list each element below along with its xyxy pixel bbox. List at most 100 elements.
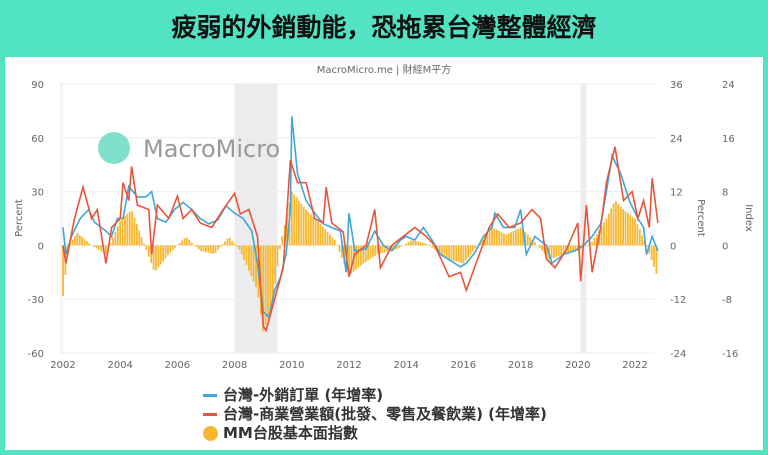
y-axis-label-left: Percent <box>14 199 25 237</box>
bar <box>236 245 238 247</box>
bar <box>524 232 527 246</box>
x-tick: 2008 <box>222 360 247 371</box>
bar <box>562 245 565 255</box>
y-axis-label-right-index: Index <box>743 204 754 232</box>
legend-label: 台灣-商業營業額(批發、零售及餐飲業) (年增率) <box>223 405 547 423</box>
bar <box>572 245 574 252</box>
chart-card <box>5 57 763 450</box>
bar <box>85 241 88 246</box>
bar <box>374 245 377 256</box>
y-tick-right-percent: 24 <box>670 134 683 145</box>
x-tick: 2006 <box>165 360 190 371</box>
bar <box>302 206 305 246</box>
bar <box>567 245 570 254</box>
bar <box>348 245 350 276</box>
bar <box>448 245 450 260</box>
bar <box>159 245 162 265</box>
bar <box>555 245 558 257</box>
bar <box>545 245 548 257</box>
bar <box>498 230 501 246</box>
bar <box>112 237 114 246</box>
bar <box>472 245 474 252</box>
bar <box>610 208 613 246</box>
bar <box>95 245 98 249</box>
bar <box>457 245 460 263</box>
bar <box>624 211 627 246</box>
bar <box>360 245 362 266</box>
legend-item-export-orders[interactable]: 台灣-外銷訂單 (年增率) <box>203 386 547 405</box>
x-tick: 2012 <box>336 360 361 371</box>
bar <box>488 230 491 246</box>
bar <box>245 245 248 266</box>
bar <box>217 245 219 251</box>
bar <box>469 245 472 255</box>
bar <box>450 245 453 261</box>
bar <box>145 245 148 251</box>
bar <box>329 234 331 246</box>
bar <box>174 245 176 248</box>
bar <box>252 245 255 282</box>
y-tick-right-index: -16 <box>722 349 738 360</box>
bar <box>634 218 636 246</box>
bar <box>426 244 429 246</box>
bar <box>224 241 226 246</box>
bar <box>493 228 496 246</box>
bar <box>295 197 298 246</box>
bar <box>97 245 100 250</box>
bar <box>593 238 596 246</box>
bar <box>267 245 269 319</box>
bar <box>255 245 257 288</box>
bar <box>443 245 446 257</box>
bar <box>367 245 369 261</box>
y-tick-right-index: -8 <box>722 295 732 306</box>
bar <box>653 245 655 267</box>
bar <box>557 245 560 256</box>
bar <box>240 245 243 255</box>
bar <box>143 243 145 246</box>
bar <box>636 224 639 246</box>
bar <box>119 220 122 246</box>
legend: 台灣-外銷訂單 (年增率) 台灣-商業營業額(批發、零售及餐飲業) (年增率) … <box>203 386 547 443</box>
bar <box>278 245 281 249</box>
legend-item-commerce-sales[interactable]: 台灣-商業營業額(批發、零售及餐飲業) (年增率) <box>203 405 547 424</box>
bar <box>274 245 277 284</box>
bar <box>412 240 415 246</box>
bar <box>214 245 217 253</box>
bar <box>507 233 510 246</box>
bar <box>162 245 164 262</box>
series-line <box>62 116 659 319</box>
y-tick-left: 60 <box>31 134 44 145</box>
bar <box>197 245 200 250</box>
bar <box>135 224 138 246</box>
bar <box>550 245 553 259</box>
bar <box>250 245 253 277</box>
bar <box>431 245 434 248</box>
bar <box>83 239 86 246</box>
bar <box>441 245 443 255</box>
x-tick: 2010 <box>279 360 304 371</box>
bar <box>138 230 141 246</box>
recession-band <box>60 84 63 353</box>
bar <box>357 245 360 268</box>
bar <box>410 240 412 246</box>
watermark-text: MacroMicro <box>143 135 280 163</box>
bar <box>169 245 172 253</box>
bar <box>133 217 136 246</box>
bar <box>438 245 441 253</box>
bar <box>164 245 167 259</box>
bar <box>243 245 246 260</box>
legend-item-mm-index[interactable]: MM台股基本面指數 <box>203 424 547 443</box>
bar <box>195 245 198 248</box>
bar <box>391 245 393 251</box>
bar <box>147 245 150 257</box>
series-line <box>62 146 659 333</box>
bar <box>124 216 126 246</box>
bar <box>326 231 329 246</box>
bar <box>183 238 186 246</box>
bar <box>641 235 644 246</box>
bar <box>262 245 265 332</box>
bar <box>202 245 205 252</box>
bar <box>648 245 651 254</box>
bar <box>140 237 143 246</box>
bar <box>538 245 541 248</box>
